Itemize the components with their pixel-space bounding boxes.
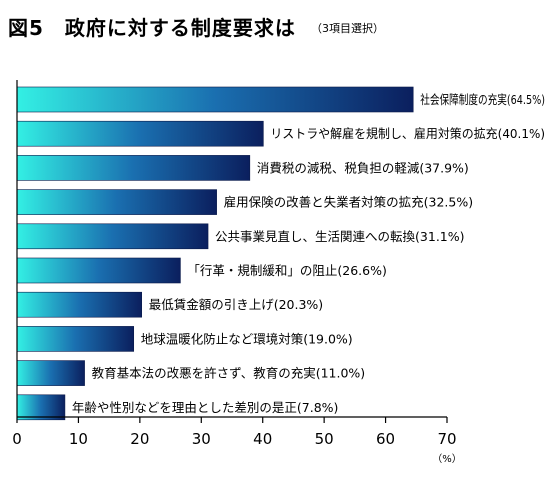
- x-tick-label-2: 20: [130, 430, 149, 448]
- category-label-5: 「行革・規制緩和」の阻止(26.6%): [187, 263, 386, 278]
- bar-8: [16, 360, 85, 386]
- x-axis: 0 10 20 30 40 50 60 70 （%）: [12, 80, 462, 465]
- bar-9: [16, 394, 66, 421]
- bar-6: [16, 291, 142, 318]
- category-label-1: リストラや解雇を規制し、雇用対策の拡充(40.1%): [270, 126, 545, 141]
- category-label-0: 社会保障制度の充実(64.5%): [420, 92, 545, 107]
- x-tick-label-7: 70: [437, 430, 456, 448]
- chart-title: 図5 政府に対する制度要求は: [8, 16, 296, 40]
- x-tick-label-4: 40: [253, 430, 272, 448]
- bar-4: [16, 223, 209, 250]
- category-label-7: 地球温暖化防止など環境対策(19.0%): [141, 331, 353, 346]
- category-label-3: 雇用保険の改善と失業者対策の拡充(32.5%): [224, 195, 473, 210]
- chart-note: （3項目選択）: [311, 22, 385, 35]
- category-label-8: 教育基本法の改悪を許さず、教育の充実(11.0%): [92, 366, 366, 381]
- category-label-2: 消費税の減税、税負担の軽減(37.9%): [257, 160, 469, 175]
- category-label-9: 年齢や性別などを理由とした差別の是正(7.8%): [72, 400, 339, 415]
- bar-2: [16, 155, 251, 181]
- x-tick-label-3: 30: [192, 430, 211, 448]
- bars-group: [16, 86, 414, 421]
- bar-7: [16, 326, 135, 352]
- x-tick-label-6: 60: [376, 430, 395, 448]
- category-label-4: 公共事業見直し、生活関連への転換(31.1%): [215, 229, 464, 244]
- bar-5: [16, 257, 181, 284]
- bar-0: [16, 86, 414, 113]
- x-tick-label-5: 50: [315, 430, 334, 448]
- x-tick-label-1: 10: [69, 430, 88, 448]
- title-row: 図5 政府に対する制度要求は （3項目選択）: [8, 12, 384, 41]
- x-tick-label-0: 0: [12, 430, 22, 448]
- x-axis-unit: （%）: [432, 453, 462, 465]
- bar-3: [16, 189, 217, 215]
- category-label-6: 最低賃金額の引き上げ(20.3%): [149, 297, 323, 312]
- category-labels-group: 社会保障制度の充実(64.5%) リストラや解雇を規制し、雇用対策の拡充(40.1…: [72, 92, 545, 415]
- bar-1: [16, 120, 264, 147]
